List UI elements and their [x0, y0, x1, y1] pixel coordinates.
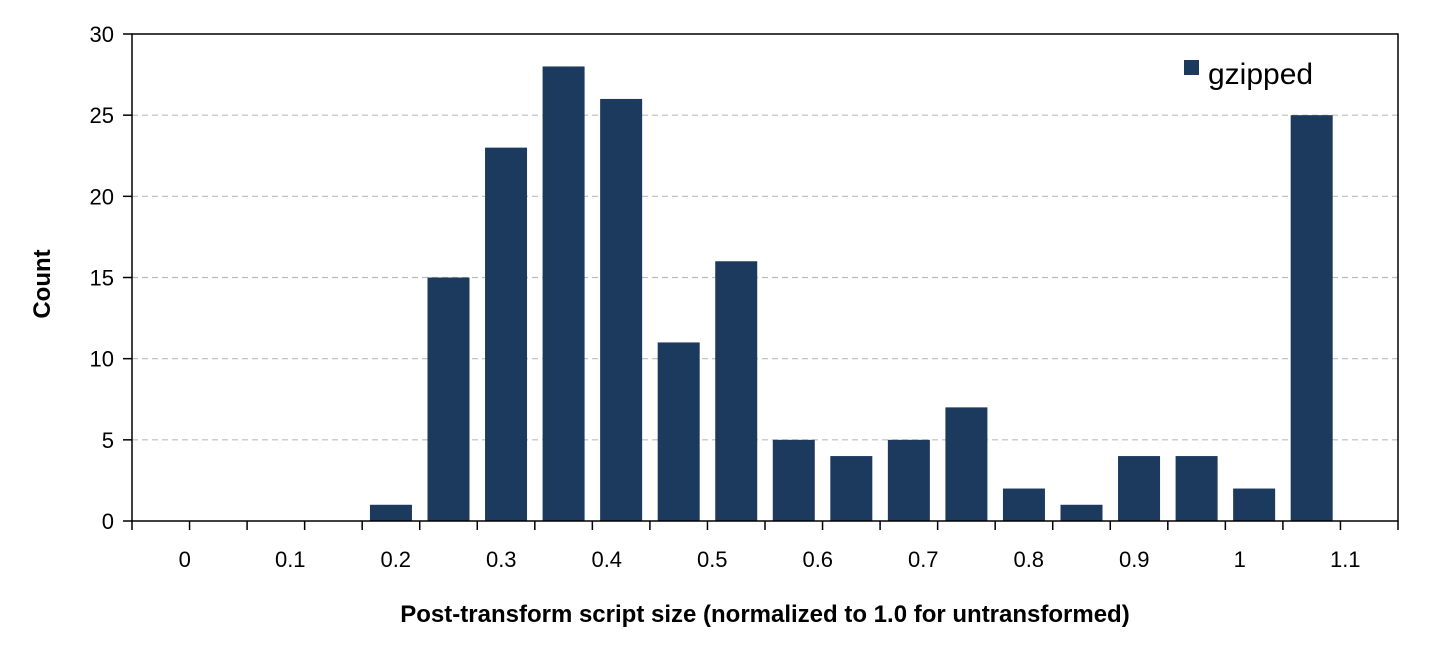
- y-tick-label-1: 5: [102, 428, 114, 453]
- tick-labels: 0 5 10 15 20 25 30 0 0.1 0.2 0.3 0.4 0.5 0.6 0.7 0.8 0.9…: [90, 22, 1361, 572]
- bar-12: [830, 456, 873, 521]
- bar-20: [1290, 115, 1333, 522]
- x-tick-label-3: 0.3: [486, 547, 517, 572]
- bar-18: [1175, 456, 1218, 521]
- x-tick-label-2: 0.2: [380, 547, 411, 572]
- y-tick-label-6: 30: [90, 22, 114, 47]
- legend-swatch: [1184, 60, 1199, 75]
- x-tick-label-5: 0.5: [697, 547, 728, 572]
- bar-8: [600, 98, 643, 521]
- bar-14: [945, 407, 988, 521]
- x-tick-label-7: 0.7: [908, 547, 939, 572]
- x-tick-label-9: 0.9: [1119, 547, 1150, 572]
- bar-13: [887, 439, 930, 521]
- x-axis-title: Post-transform script size (normalized t…: [400, 601, 1129, 628]
- bar-15: [1002, 488, 1045, 521]
- legend-label: gzipped: [1208, 58, 1313, 91]
- y-axis-title: Count: [29, 249, 56, 318]
- x-tick-label-11: 1.1: [1330, 547, 1361, 572]
- y-tick-label-2: 10: [90, 347, 114, 372]
- legend: gzipped: [1184, 58, 1313, 91]
- y-tick-label-3: 15: [90, 266, 114, 291]
- bar-10: [715, 261, 758, 521]
- bar-4: [369, 504, 412, 521]
- x-tick-label-0: 0: [179, 547, 191, 572]
- bar-5: [427, 277, 470, 521]
- x-tick-label-4: 0.4: [591, 547, 622, 572]
- axes: [123, 33, 1399, 530]
- bar-17: [1118, 456, 1161, 521]
- gridlines: [132, 114, 1398, 441]
- bar-16: [1060, 504, 1103, 521]
- bar-11: [772, 439, 815, 521]
- bar-19: [1233, 488, 1276, 521]
- x-tick-label-6: 0.6: [802, 547, 833, 572]
- bar-6: [485, 147, 528, 521]
- x-tick-label-1: 0.1: [275, 547, 306, 572]
- bar-9: [657, 342, 700, 521]
- bars: [369, 66, 1333, 522]
- y-tick-label-5: 25: [90, 103, 114, 128]
- y-tick-label-4: 20: [90, 184, 114, 209]
- bar-7: [542, 66, 585, 521]
- x-tick-label-8: 0.8: [1013, 547, 1044, 572]
- x-tick-label-10: 1: [1234, 547, 1246, 572]
- y-tick-label-0: 0: [102, 509, 114, 534]
